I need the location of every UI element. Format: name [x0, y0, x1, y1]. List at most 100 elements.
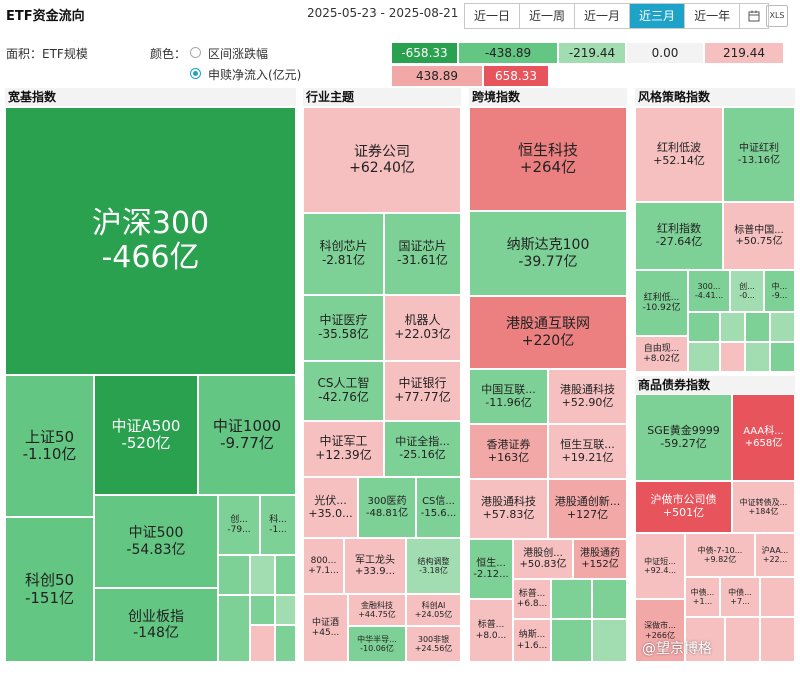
tile-small[interactable]	[770, 342, 795, 372]
tile-szs[interactable]: 深做市... +266亿	[635, 599, 685, 662]
tile-zz500[interactable]: 中证500 -54.83亿	[94, 495, 218, 588]
tile-zzqz[interactable]: 中证全指... -25.16亿	[384, 421, 461, 477]
tile-hskj[interactable]: 恒生科技 +264亿	[469, 107, 627, 211]
tile-ggtcx[interactable]: 港股通创新... +127亿	[548, 479, 627, 539]
tile-hlzs[interactable]: 红利指数 -27.64亿	[635, 202, 723, 270]
tile-hzsgs[interactable]: 沪做市公司债 +501亿	[635, 481, 732, 533]
tile-small[interactable]	[770, 312, 795, 342]
tile-small[interactable]	[250, 595, 275, 625]
tile-yy300[interactable]: 300医药 -48.81亿	[358, 477, 416, 538]
tile-chuang2[interactable]: 创... -0...	[730, 270, 764, 312]
tile-ggtkj[interactable]: 港股通科技 +52.90亿	[548, 369, 627, 424]
option-change-label[interactable]: 区间涨跌幅	[208, 47, 269, 61]
tile-zzj[interactable]: 中证酒 +45...	[303, 594, 348, 662]
tile-zghl[interactable]: 中国互联... -11.96亿	[469, 369, 548, 424]
tile-b800[interactable]: 800... +7.1...	[303, 538, 344, 594]
tile-jgcf[interactable]: 结构调整 -3.18亿	[406, 538, 461, 594]
tile-small[interactable]	[218, 555, 250, 595]
tile-small[interactable]	[688, 342, 720, 372]
tile-jglt[interactable]: 军工龙头 +33.9...	[344, 538, 406, 594]
tile-bp2[interactable]: 标普... +8.0...	[469, 599, 513, 662]
radio-change[interactable]	[190, 47, 201, 58]
tile-ke[interactable]: 科... -1...	[260, 495, 296, 555]
tile-small[interactable]	[275, 555, 296, 595]
tile-small[interactable]	[275, 595, 296, 625]
radio-netflow[interactable]	[190, 68, 201, 79]
tile-ggtkj2[interactable]: 港股通科技 +57.83亿	[469, 479, 548, 539]
tile-gf[interactable]: 光伏... +35.0...	[303, 477, 358, 538]
tile-ggc[interactable]: 港股创... +50.83亿	[513, 539, 573, 579]
tile-small[interactable]	[551, 619, 592, 662]
tile-zzyl[interactable]: 中证医疗 -35.58亿	[303, 295, 384, 361]
export-xls-button[interactable]: XLS	[766, 5, 788, 27]
tile-small[interactable]	[745, 312, 770, 342]
tile-ggthlw[interactable]: 港股通互联网 +220亿	[469, 296, 627, 369]
tile-small[interactable]	[725, 617, 760, 662]
tile-zhbdt[interactable]: 中华半导... -10.06亿	[348, 626, 406, 662]
tile-hs[interactable]: 恒生... -2.12...	[469, 539, 513, 599]
tile-zz-a500[interactable]: 中证A500 -520亿	[94, 375, 198, 495]
tile-csrgzn[interactable]: CS人工智 -42.76亿	[303, 361, 384, 421]
tile-sz50[interactable]: 上证50 -1.10亿	[5, 375, 94, 517]
tile-small[interactable]	[218, 595, 250, 662]
tile-jrkj[interactable]: 金融科技 +44.75亿	[348, 594, 406, 626]
tile-bpzg[interactable]: 标普中国... +50.75亿	[723, 202, 795, 270]
tile-aaa[interactable]: AAA科... +658亿	[732, 394, 795, 481]
tile-small[interactable]	[592, 619, 627, 662]
period-1m-button[interactable]: 近一月	[575, 4, 631, 28]
tile-chuang[interactable]: 创... -79...	[218, 495, 260, 555]
tile-small[interactable]	[760, 617, 795, 662]
tile-haa[interactable]: 沪AA... +22...	[755, 533, 795, 577]
tile-zz3[interactable]: 中债... +7...	[720, 577, 760, 617]
tile-small[interactable]	[551, 579, 592, 619]
tile-zyx[interactable]: 自由现... +8.02亿	[635, 336, 688, 372]
tile-hs300[interactable]: 沪深300 -466亿	[5, 107, 296, 375]
tile-zzyh[interactable]: 中证银行 +77.77亿	[384, 361, 461, 421]
tile-kc50[interactable]: 科创50 -151亿	[5, 517, 94, 662]
date-range[interactable]: 2025-05-23 - 2025-08-21	[307, 6, 459, 20]
tile-small[interactable]	[250, 625, 275, 662]
tile-zz710[interactable]: 中债-7-10... +9.82亿	[685, 533, 755, 577]
period-1d-button[interactable]: 近一日	[465, 4, 521, 28]
option-netflow-label[interactable]: 申赎净流入(亿元)	[208, 68, 302, 82]
tile-zzzz[interactable]: 中证转债及... +184亿	[732, 481, 795, 533]
tile-small[interactable]	[250, 555, 275, 595]
tile-zz1000[interactable]: 中证1000 -9.77亿	[198, 375, 296, 495]
tile-zzhl[interactable]: 中证红利 -13.16亿	[723, 107, 795, 202]
tile-s300[interactable]: 300... -4.41...	[688, 270, 730, 312]
calendar-button[interactable]	[740, 4, 769, 28]
tile-kcai[interactable]: 科创AI +24.05亿	[406, 594, 461, 626]
tile-quanshang[interactable]: 证券公司 +62.40亿	[303, 107, 461, 213]
tile-small[interactable]	[720, 312, 745, 342]
period-1w-button[interactable]: 近一周	[520, 4, 576, 28]
tile-hshl[interactable]: 恒生互联... +19.21亿	[548, 424, 627, 479]
tile-csxx[interactable]: CS信... -15.6...	[416, 477, 461, 538]
tile-bp[interactable]: 标普... +6.8...	[513, 579, 551, 619]
tile-small[interactable]	[592, 579, 627, 619]
tile-hld[interactable]: 红利低... -10.92亿	[635, 270, 688, 336]
tile-ggyy[interactable]: 港股通药 +152亿	[573, 539, 627, 579]
tile-zhong[interactable]: 中... -9...	[764, 270, 795, 312]
tile-nsk[interactable]: 纳斯... +1.6...	[513, 619, 551, 662]
tile-zzd[interactable]: 中证短... +92.4...	[635, 533, 685, 599]
period-3m-button[interactable]: 近三月	[630, 4, 686, 28]
tile-hldb[interactable]: 红利低波 +52.14亿	[635, 107, 723, 202]
tile-zzjg[interactable]: 中证军工 +12.39亿	[303, 421, 384, 477]
tile-small[interactable]	[688, 312, 720, 342]
tile-name: 港股通科技	[481, 495, 536, 509]
tile-sge[interactable]: SGE黄金9999 -59.27亿	[635, 394, 732, 481]
tile-fyh300[interactable]: 300非银 +24.56亿	[406, 626, 461, 662]
tile-gzxp[interactable]: 国证芯片 -31.61亿	[384, 213, 461, 295]
tile-nsdk[interactable]: 纳斯达克100 -39.77亿	[469, 211, 627, 296]
tile-small[interactable]	[760, 577, 795, 617]
tile-jqr[interactable]: 机器人 +22.03亿	[384, 295, 461, 361]
tile-small[interactable]	[720, 342, 745, 372]
tile-small[interactable]	[745, 342, 770, 372]
tile-xgzq[interactable]: 香港证券 +163亿	[469, 424, 548, 479]
tile-zz2[interactable]: 中债... +1...	[685, 577, 720, 617]
tile-small[interactable]	[275, 625, 296, 662]
tile-cyb[interactable]: 创业板指 -148亿	[94, 588, 218, 662]
tile-small[interactable]	[685, 617, 725, 662]
tile-kcxp[interactable]: 科创芯片 -2.81亿	[303, 213, 384, 295]
period-1y-button[interactable]: 近一年	[685, 4, 741, 28]
